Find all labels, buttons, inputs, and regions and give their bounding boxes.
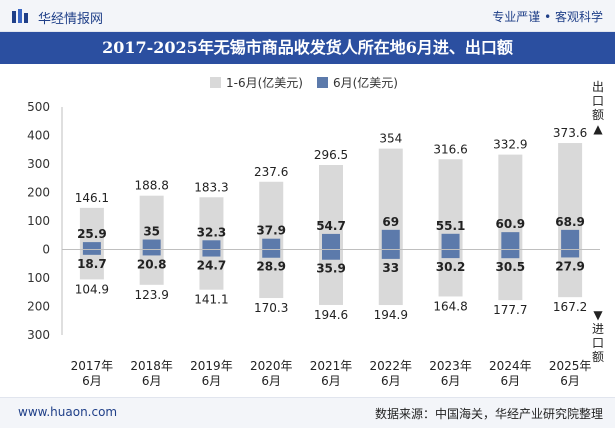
x-tick-label: 2018年 <box>130 359 173 373</box>
data-label-cumulative-import: 194.6 <box>314 308 348 322</box>
legend-item-month: 6月(亿美元) <box>316 74 398 91</box>
data-label-month-import: 20.8 <box>137 257 167 271</box>
data-label-cumulative-export: 146.1 <box>75 191 109 205</box>
data-label-month-export: 55.1 <box>436 219 466 233</box>
chart-title: 2017-2025年无锡市商品收发货人所在地6月进、出口额 <box>102 38 513 57</box>
data-source: 数据来源：中国海关，华经产业研究院整理 <box>374 407 603 421</box>
bar-month <box>441 233 460 259</box>
y-tick-label: 100 <box>27 271 50 285</box>
y-tick-label: 300 <box>27 157 50 171</box>
bar-month <box>381 229 400 259</box>
bar-month <box>561 229 580 258</box>
x-tick-label: 6月 <box>441 374 461 388</box>
bar-cumulative <box>378 148 403 306</box>
y-tick-label: 0 <box>42 243 50 257</box>
header-bar: 华经情报网 专业严谨 • 客观科学 <box>0 0 615 32</box>
data-label-cumulative-import: 194.9 <box>374 308 408 322</box>
x-tick-label: 2023年 <box>429 359 472 373</box>
data-label-month-import: 27.9 <box>555 259 585 273</box>
data-label-cumulative-import: 170.3 <box>254 301 288 315</box>
x-tick-label: 2021年 <box>310 359 353 373</box>
bar-cumulative <box>558 143 583 298</box>
data-label-month-import: 24.7 <box>197 259 227 273</box>
title-bar: 2017-2025年无锡市商品收发货人所在地6月进、出口额 <box>0 32 615 64</box>
bar-month <box>501 232 520 259</box>
bar-cumulative <box>438 159 463 297</box>
legend-swatch-month <box>316 76 328 88</box>
data-label-cumulative-export: 237.6 <box>254 165 288 179</box>
x-tick-label: 6月 <box>501 374 521 388</box>
x-tick-label: 2024年 <box>489 359 532 373</box>
data-label-cumulative-import: 177.7 <box>493 303 527 317</box>
legend-label-month: 6月(亿美元) <box>332 75 398 90</box>
footer-bar: www.huaon.com 数据来源：中国海关，华经产业研究院整理 <box>0 397 615 428</box>
website-link[interactable]: www.huaon.com <box>18 405 118 419</box>
y-tick-label: 200 <box>27 186 50 200</box>
data-label-cumulative-export: 332.9 <box>493 138 527 152</box>
data-label-month-import: 30.2 <box>436 260 466 274</box>
brand-name: 华经情报网 <box>38 12 104 27</box>
data-label-month-import: 35.9 <box>316 262 346 276</box>
x-tick-label: 6月 <box>142 374 162 388</box>
bar-month <box>202 240 221 257</box>
x-tick-label: 2017年 <box>71 359 114 373</box>
legend-item-cumulative: 1-6月(亿美元) <box>210 74 303 91</box>
data-label-month-export: 69 <box>382 215 399 229</box>
export-axis-label: 出口额 ▲ <box>591 80 604 136</box>
y-tick-label: 100 <box>27 214 50 228</box>
x-tick-label: 6月 <box>381 374 401 388</box>
data-label-month-export: 37.9 <box>256 224 286 238</box>
data-label-cumulative-export: 316.6 <box>433 142 467 156</box>
y-tick-label: 300 <box>27 328 50 342</box>
data-label-cumulative-export: 183.3 <box>194 180 228 194</box>
bar-month <box>322 233 340 260</box>
chart-legend: 1-6月(亿美元) 6月(亿美元) <box>210 74 412 90</box>
data-label-cumulative-import: 141.1 <box>194 293 228 307</box>
logo-icon <box>12 9 28 23</box>
legend-swatch-cumulative <box>210 76 221 88</box>
x-tick-label: 6月 <box>560 374 580 388</box>
data-label-cumulative-export: 188.8 <box>134 179 168 193</box>
x-tick-label: 2019年 <box>190 359 233 373</box>
x-tick-label: 6月 <box>321 374 341 388</box>
x-tick-label: 2022年 <box>370 359 413 373</box>
data-label-month-export: 32.3 <box>197 225 227 239</box>
x-tick-label: 6月 <box>202 374 222 388</box>
data-label-cumulative-import: 104.9 <box>75 282 109 296</box>
data-label-cumulative-import: 167.2 <box>553 300 587 314</box>
data-label-cumulative-export: 354 <box>379 132 402 146</box>
data-label-month-export: 25.9 <box>77 227 107 241</box>
y-tick-label: 500 <box>27 100 50 114</box>
data-label-month-import: 18.7 <box>77 257 107 271</box>
data-label-month-export: 35 <box>143 225 160 239</box>
data-label-month-export: 68.9 <box>555 215 585 229</box>
bar-month <box>82 242 101 255</box>
x-tick-label: 2025年 <box>549 359 592 373</box>
bar-month <box>142 239 161 256</box>
x-tick-label: 6月 <box>261 374 281 388</box>
data-label-month-export: 60.9 <box>496 217 526 231</box>
data-label-cumulative-export: 373.6 <box>553 126 587 140</box>
y-tick-label: 400 <box>27 129 50 143</box>
data-label-cumulative-import: 123.9 <box>134 288 168 302</box>
bar-cumulative <box>498 154 523 301</box>
bar-month <box>262 238 281 258</box>
data-label-month-import: 28.9 <box>256 260 286 274</box>
data-label-month-export: 54.7 <box>316 219 346 233</box>
data-label-month-import: 30.5 <box>496 260 526 274</box>
y-tick-label: 200 <box>27 300 50 314</box>
import-axis-label: ▼ 进口额 <box>591 308 604 364</box>
slogan: 专业严谨 • 客观科学 <box>492 10 603 24</box>
data-label-cumulative-import: 164.8 <box>433 299 467 313</box>
data-label-cumulative-export: 296.5 <box>314 148 348 162</box>
legend-label-cumulative: 1-6月(亿美元) <box>226 75 303 90</box>
x-tick-label: 6月 <box>82 374 102 388</box>
data-label-month-import: 33 <box>382 261 399 275</box>
x-tick-label: 2020年 <box>250 359 293 373</box>
